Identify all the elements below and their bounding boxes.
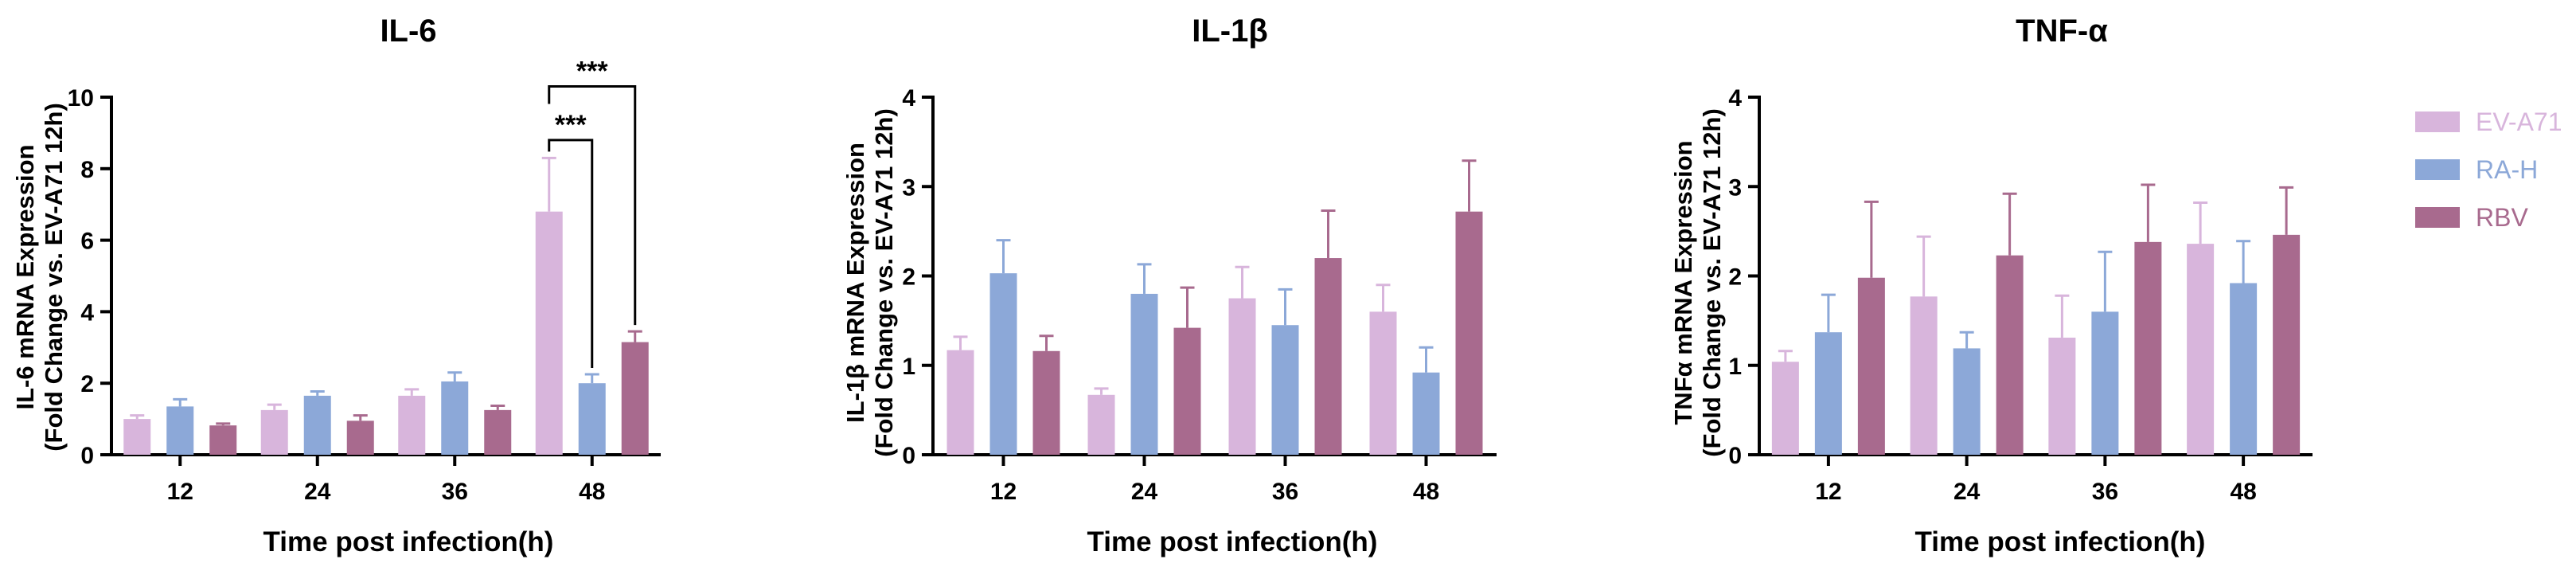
y-axis-label-line1: TNFα mRNA Expression: [1669, 140, 1697, 424]
bar-ra-h: [1271, 325, 1299, 455]
chart-panel-il6: IL-6 IL-6 mRNA Expression (Fold Change v…: [11, 14, 661, 557]
y-tick-label: 3: [902, 174, 915, 201]
y-axis-label-line1: IL-1β mRNA Expression: [841, 143, 869, 423]
y-tick-label: 2: [80, 371, 94, 397]
bar-ra-h: [1412, 372, 1440, 455]
legend-label-ra-h: RA-H: [2476, 155, 2538, 184]
bar-ra-h: [166, 406, 194, 455]
bar-ev-a71: [123, 419, 151, 455]
legend-swatch-ra-h: [2415, 159, 2460, 180]
bar-ev-a71: [535, 211, 563, 455]
y-tick-label: 0: [1728, 443, 1742, 469]
x-tick-label: 12: [990, 479, 1017, 505]
bar-ra-h: [989, 273, 1017, 455]
significance-bracket: [548, 139, 594, 368]
bar-ev-a71: [1087, 394, 1115, 455]
chart-panel-tnfa: TNF-α TNFα mRNA Expression (Fold Change …: [1669, 14, 2313, 557]
y-tick-label: 2: [1728, 264, 1742, 291]
bar-rbv: [484, 409, 512, 455]
x-axis-label: Time post infection(h): [1087, 526, 1378, 557]
legend-label-ev-a71: EV-A71: [2476, 108, 2562, 136]
bar-ev-a71: [2048, 337, 2076, 455]
bar-rbv: [1857, 277, 1885, 455]
bar-ev-a71: [1771, 362, 1799, 455]
significance-label: ***: [576, 57, 608, 87]
x-tick-label: 12: [1815, 479, 1841, 505]
bar-ev-a71: [1910, 296, 1938, 455]
y-axis-label-line2: (Fold Change vs. EV-A71 12h): [40, 103, 68, 452]
x-tick-label: 12: [167, 479, 193, 505]
y-tick-label: 1: [902, 354, 915, 380]
bar-ra-h: [2230, 283, 2258, 455]
legend: EV-A71 RA-H RBV: [2415, 108, 2562, 232]
significance-label: ***: [555, 110, 587, 140]
x-tick-label: 48: [579, 479, 605, 505]
y-tick-label: 4: [80, 299, 94, 326]
y-tick-label: 1: [1728, 354, 1742, 380]
x-tick-label: 36: [1272, 479, 1298, 505]
x-axis-label: Time post infection(h): [1915, 526, 2206, 557]
bar-ev-a71: [260, 409, 288, 455]
chart-panel-il1b: IL-1β IL-1β mRNA Expression (Fold Change…: [841, 14, 1497, 557]
bar-rbv: [1032, 350, 1060, 455]
x-tick-label: 24: [1953, 479, 1981, 505]
x-tick-label: 48: [2230, 479, 2256, 505]
bar-rbv: [1314, 258, 1342, 455]
bar-rbv: [621, 342, 649, 455]
y-tick-label: 8: [80, 157, 94, 183]
y-tick-label: 0: [902, 443, 915, 469]
bar-ra-h: [303, 395, 331, 455]
bar-ra-h: [441, 381, 469, 455]
bar-ra-h: [1814, 332, 1842, 455]
y-axis-label-line2: (Fold Change vs. EV-A71 12h): [1698, 108, 1726, 457]
legend-swatch-ev-a71: [2415, 111, 2460, 132]
y-tick-label: 0: [80, 443, 94, 469]
bar-ev-a71: [946, 350, 974, 455]
bar-ra-h: [578, 383, 606, 455]
significance-bracket: [548, 85, 637, 326]
y-tick-label: 4: [1728, 85, 1742, 111]
legend-label-rbv: RBV: [2476, 203, 2528, 232]
y-tick-label: 2: [902, 264, 915, 291]
y-axis-label-line2: (Fold Change vs. EV-A71 12h): [870, 108, 898, 457]
bar-rbv: [1173, 327, 1201, 455]
bar-rbv: [1455, 211, 1483, 455]
bar-ra-h: [1130, 293, 1158, 455]
bar-rbv: [2273, 234, 2301, 455]
bar-ev-a71: [398, 395, 426, 455]
x-tick-label: 24: [1131, 479, 1158, 505]
x-axis-label: Time post infection(h): [263, 526, 554, 557]
bar-rbv: [209, 425, 237, 455]
bar-ra-h: [2091, 311, 2119, 455]
y-tick-label: 3: [1728, 174, 1742, 201]
x-tick-label: 36: [2092, 479, 2118, 505]
bar-ev-a71: [2187, 244, 2215, 455]
bar-rbv: [346, 420, 374, 455]
x-tick-label: 24: [304, 479, 331, 505]
bar-rbv: [2134, 241, 2162, 455]
chart-title: IL-1β: [1192, 14, 1268, 49]
y-axis-label-line1: IL-6 mRNA Expression: [11, 144, 39, 409]
x-tick-label: 48: [1413, 479, 1439, 505]
x-tick-label: 36: [442, 479, 468, 505]
bar-ev-a71: [1369, 311, 1397, 455]
legend-swatch-rbv: [2415, 207, 2460, 228]
chart-title: TNF-α: [2016, 14, 2108, 49]
bar-rbv: [1996, 255, 2024, 455]
chart-title: IL-6: [380, 14, 436, 49]
bar-ra-h: [1953, 348, 1981, 455]
y-tick-label: 4: [902, 85, 915, 111]
bar-ev-a71: [1228, 298, 1256, 455]
y-tick-label: 10: [68, 85, 94, 111]
y-tick-label: 6: [80, 229, 94, 255]
